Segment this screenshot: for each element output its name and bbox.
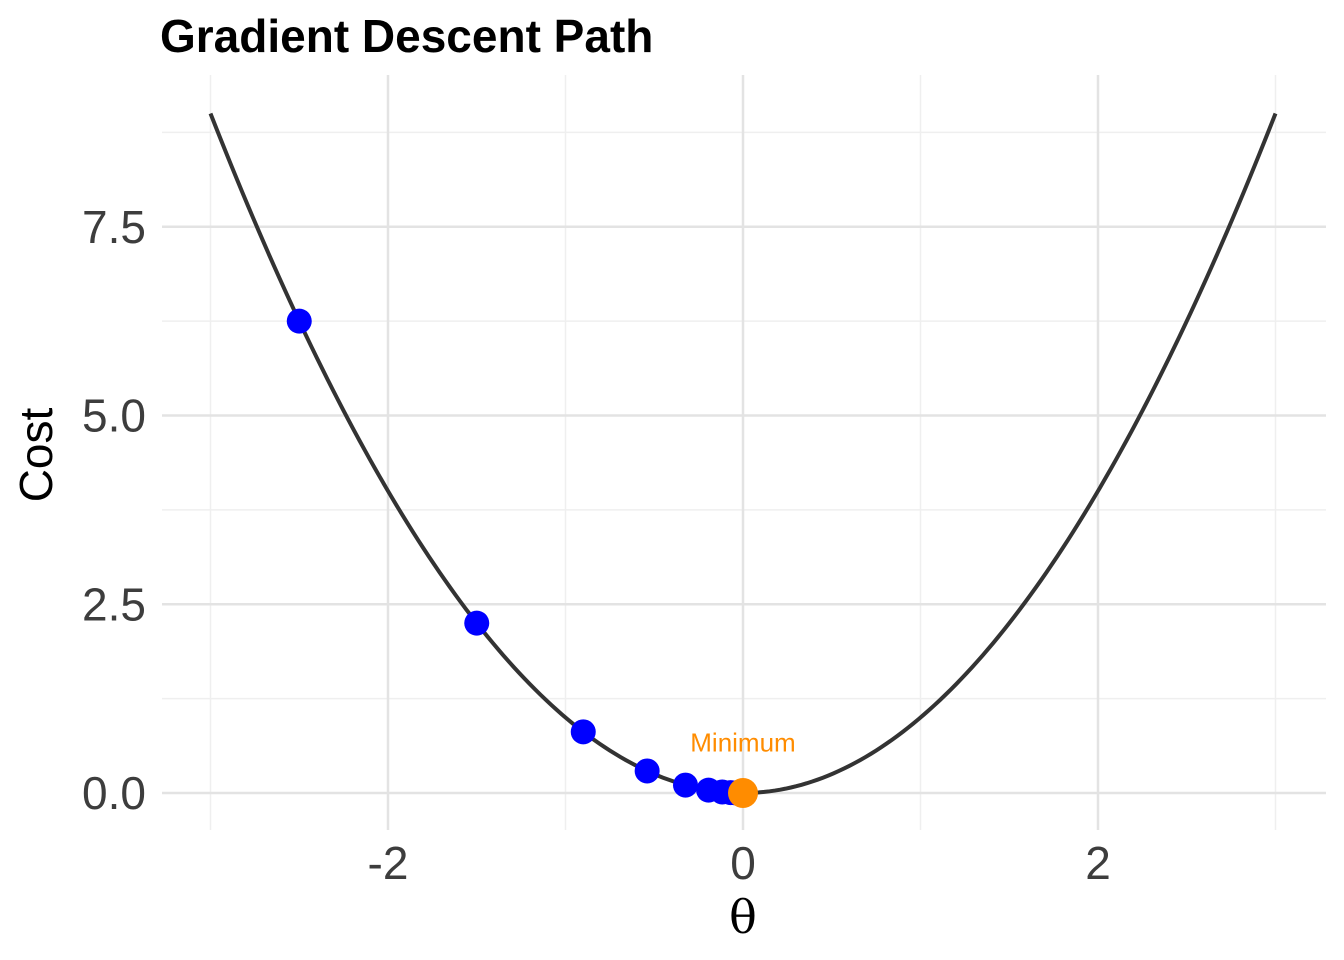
x-tick-labels: -2 0 2 [368, 837, 1111, 889]
minimum-point [728, 778, 758, 808]
x-axis-title: θ [729, 890, 757, 944]
descent-point [286, 308, 312, 334]
y-axis-title: Cost [10, 407, 62, 502]
chart-title: Gradient Descent Path [160, 10, 653, 62]
y-tick-label: 5.0 [82, 390, 146, 442]
y-tick-label: 2.5 [82, 578, 146, 630]
minimum-label: Minimum [690, 728, 795, 758]
y-tick-label: 7.5 [82, 201, 146, 253]
descent-point [570, 719, 596, 745]
descent-point [464, 610, 490, 636]
x-tick-label: 0 [730, 837, 756, 889]
descent-points [286, 308, 749, 806]
y-tick-label: 0.0 [82, 767, 146, 819]
x-tick-label: -2 [368, 837, 409, 889]
grid-major [162, 75, 1326, 830]
descent-point [672, 772, 698, 798]
y-tick-labels: 0.0 2.5 5.0 7.5 [82, 201, 146, 819]
descent-point [634, 758, 660, 784]
x-tick-label: 2 [1085, 837, 1111, 889]
